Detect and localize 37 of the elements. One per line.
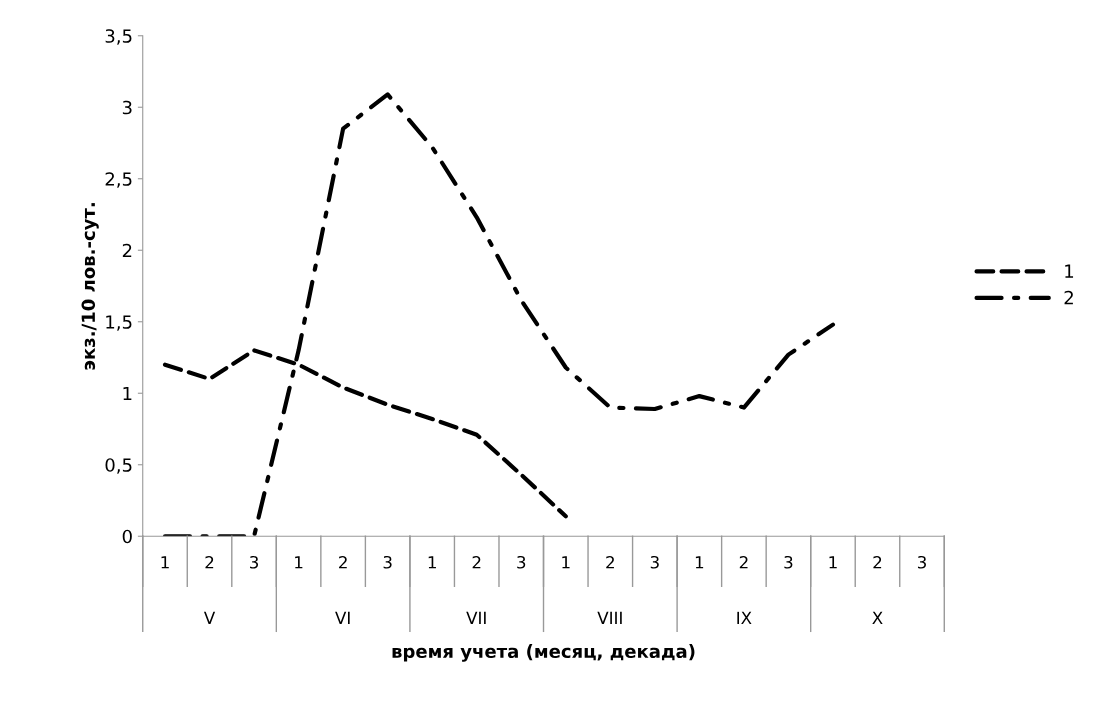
x-tick-label: 1 — [161, 556, 169, 569]
text: VIII — [597, 611, 622, 624]
y-tick-label: 1 — [123, 386, 132, 401]
x-tick-label: 3 — [383, 555, 392, 569]
x-tick-label: 2 — [873, 555, 882, 569]
y-tick-label: 3,5 — [105, 29, 132, 45]
x-tick-label: 1 — [562, 556, 570, 569]
text: X — [872, 611, 883, 624]
y-tick-label: 3 — [122, 100, 132, 115]
y-tick-label: 2,5 — [105, 172, 132, 188]
line-series — [162, 92, 836, 537]
x-tick-label: 2 — [606, 555, 614, 569]
x-tick-label: 1 — [695, 556, 704, 569]
x-tick-label: 3 — [917, 555, 926, 569]
x-tick-label: 2 — [739, 555, 748, 569]
text: VI — [335, 611, 350, 624]
x-tick-label: 1 — [829, 556, 837, 569]
x-tick-label: 3 — [650, 555, 659, 569]
x-tick-label: 1 — [295, 556, 303, 569]
y-tick-label: 2 — [122, 243, 132, 258]
legend-label: 2 — [1064, 290, 1073, 305]
y-tick-label: 1,5 — [106, 315, 132, 331]
text: VII — [466, 611, 486, 624]
y-tick-label: 0,5 — [105, 458, 132, 474]
x-tick-label: 3 — [250, 555, 259, 569]
text: V — [203, 611, 216, 624]
x-tick-label: 1 — [428, 556, 436, 569]
x-tick-label: 2 — [472, 555, 481, 569]
x-tick-label: 2 — [339, 555, 347, 569]
text: IX — [737, 611, 752, 624]
x-tick-label: 2 — [205, 555, 214, 569]
x-tick-label: 3 — [784, 555, 793, 569]
legend-label: 1 — [1065, 264, 1074, 278]
x-axis-title: время учета (месяц, декада) — [392, 644, 695, 662]
x-tick-label: 3 — [517, 555, 526, 569]
y-tick-label: 0 — [122, 529, 132, 544]
y-axis-title: экз./10 лов.-сут. — [81, 203, 99, 370]
